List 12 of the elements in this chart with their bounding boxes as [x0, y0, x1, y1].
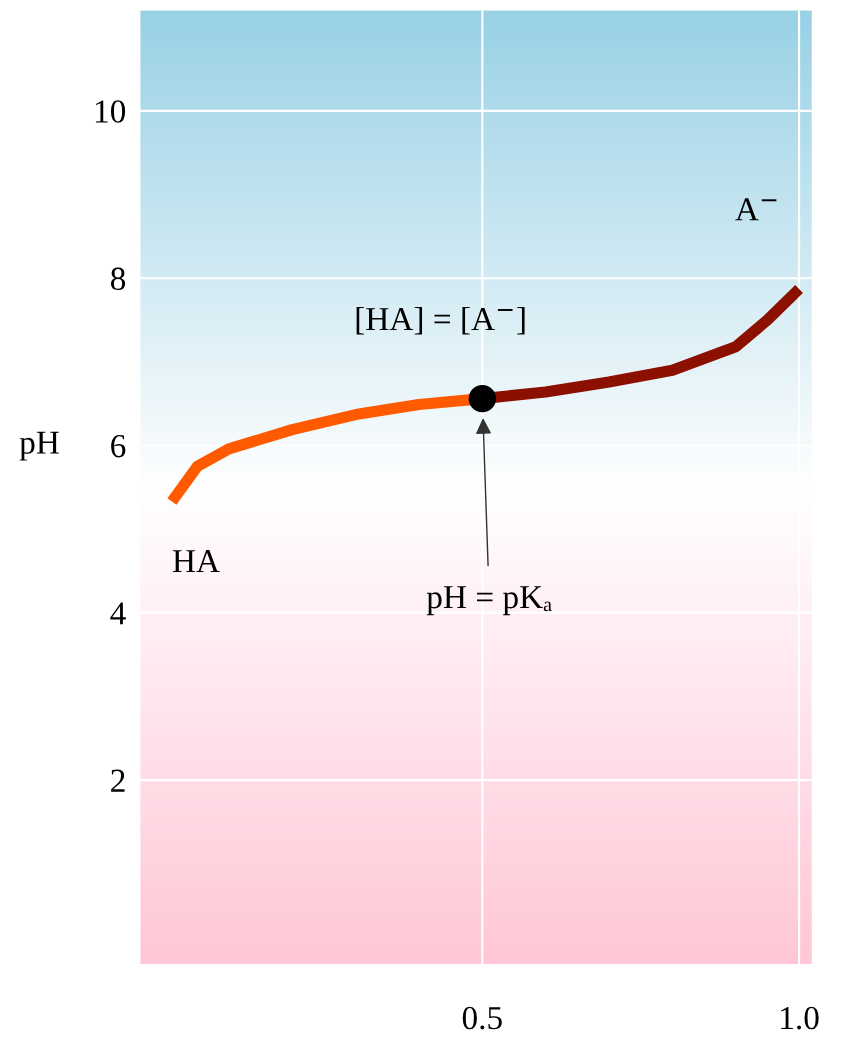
y-tick-label: 6	[111, 434, 126, 458]
y-tick-label: 2	[111, 769, 125, 792]
annotation: [HA] = [A$^{−}$]	[356, 306, 525, 335]
x-tick-label: 0.5	[462, 1006, 502, 1030]
y-axis-title: pH	[19, 431, 59, 461]
y-tick-label: 4	[110, 602, 126, 625]
x-tick-label: 1.0	[781, 1006, 819, 1030]
annotation: A$^{−}$	[735, 198, 777, 221]
annotation: HA	[172, 550, 220, 573]
y-tick-label: 10	[95, 100, 126, 123]
y-tick-label: 8	[110, 267, 126, 291]
annotation: pH = pKₐ	[426, 586, 552, 616]
